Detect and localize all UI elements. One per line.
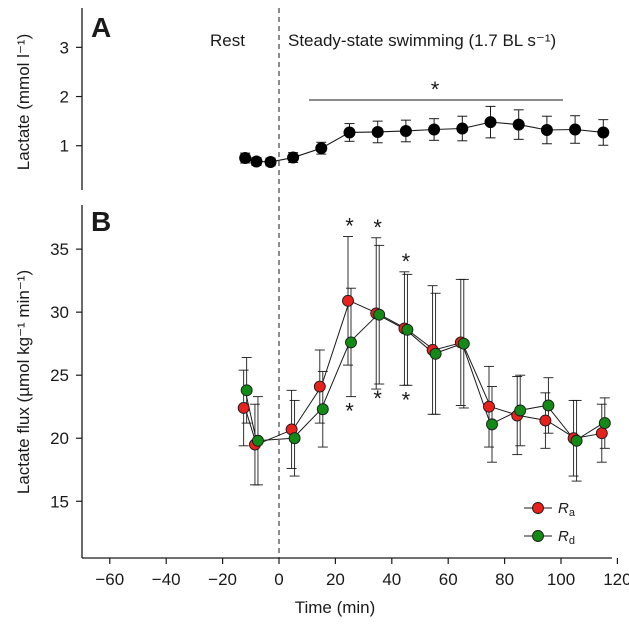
panel-a-point xyxy=(287,151,300,164)
panel-b-point-ra xyxy=(595,427,608,440)
panel-b-point-rd xyxy=(401,323,414,336)
panel-b-y-tick-label: 15 xyxy=(50,492,69,511)
panel-a-y-title: Lactate (mmol l⁻¹) xyxy=(14,34,33,171)
panel-b-point-rd xyxy=(240,384,253,397)
panel-a-point xyxy=(371,125,384,138)
panel-b-y-title: Lactate flux (µmol kg⁻¹ min⁻¹) xyxy=(14,270,33,494)
panel-a-y-tick-label: 1 xyxy=(60,137,69,156)
panel-a-point xyxy=(343,126,356,139)
panel-b-point-ra xyxy=(483,400,495,413)
panel-a-point xyxy=(569,123,582,136)
panel-a-point xyxy=(597,126,610,139)
panel-b-point-rd xyxy=(345,336,357,349)
panel-b-point-rd xyxy=(429,347,442,360)
panel-b-point-ra xyxy=(539,414,552,427)
significance-star-below: * xyxy=(402,387,411,412)
panel-a: A Lactate (mmol l⁻¹) Rest Steady-state s… xyxy=(14,8,610,190)
panel-b-y-tick-label: 35 xyxy=(50,240,69,259)
panel-a-y-tick-label: 2 xyxy=(60,88,69,107)
swim-label: Steady-state swimming (1.7 BL s⁻¹) xyxy=(288,31,556,50)
x-tick-label: 60 xyxy=(439,570,458,589)
panel-b: B Lactate flux (µmol kg⁻¹ min⁻¹) Time (m… xyxy=(14,205,629,617)
panel-b-point-rd xyxy=(514,404,527,417)
panel-b-point-rd xyxy=(316,403,329,416)
panel-b-point-ra xyxy=(313,380,326,393)
panel-a-point xyxy=(428,123,441,136)
legend-label: Ra xyxy=(558,500,576,519)
legend-marker xyxy=(532,502,544,514)
x-tick-label: 120 xyxy=(603,570,629,589)
panel-b-point-rd xyxy=(288,432,301,445)
panel-b-point-rd xyxy=(598,417,611,430)
panel-b-point-rd xyxy=(251,434,264,447)
legend-marker xyxy=(532,530,544,542)
significance-star-a: * xyxy=(431,77,440,102)
panel-b-letter: B xyxy=(91,206,111,237)
significance-star-above: * xyxy=(373,215,382,240)
significance-star-below: * xyxy=(373,386,382,411)
panel-a-point xyxy=(540,123,553,136)
panel-b-y-tick-label: 20 xyxy=(50,429,69,448)
significance-star-above: * xyxy=(345,214,354,239)
panel-a-point xyxy=(484,116,497,129)
x-tick-label: 80 xyxy=(495,570,514,589)
legend: Ra Rd xyxy=(524,500,576,547)
panel-b-point-ra xyxy=(342,294,354,307)
panel-b-y-tick-label: 25 xyxy=(50,366,69,385)
panel-a-point xyxy=(264,155,277,168)
panel-a-point xyxy=(512,118,525,131)
panel-a-y-tick-label: 3 xyxy=(60,38,69,57)
significance-star-above: * xyxy=(402,249,411,274)
swim-label-text: Steady-state swimming (1.7 BL s⁻¹) xyxy=(288,31,556,50)
x-axis-title: Time (min) xyxy=(295,598,376,617)
x-tick-label: 40 xyxy=(382,570,401,589)
legend-label: Rd xyxy=(558,528,575,547)
panel-b-point-rd xyxy=(457,337,470,350)
x-tick-label: −20 xyxy=(208,570,237,589)
panel-b-point-rd xyxy=(373,308,386,321)
x-tick-label: −40 xyxy=(152,570,181,589)
panel-b-y-tick-label: 30 xyxy=(50,303,69,322)
panel-b-point-rd xyxy=(570,434,583,447)
panel-b-point-rd xyxy=(486,418,498,431)
panel-b-point-rd xyxy=(542,399,555,412)
panel-a-point xyxy=(456,122,469,135)
panel-a-point xyxy=(315,142,328,155)
x-tick-label: 20 xyxy=(326,570,345,589)
x-tick-label: 0 xyxy=(274,570,283,589)
panel-a-letter: A xyxy=(91,12,111,43)
panel-a-point xyxy=(239,152,252,165)
panel-b-point-ra xyxy=(237,402,250,414)
x-tick-label: 100 xyxy=(547,570,575,589)
x-tick-label: −60 xyxy=(95,570,124,589)
significance-star-below: * xyxy=(345,399,354,424)
panel-a-point xyxy=(250,155,263,168)
rest-label: Rest xyxy=(210,31,245,50)
panel-a-point xyxy=(399,124,412,137)
